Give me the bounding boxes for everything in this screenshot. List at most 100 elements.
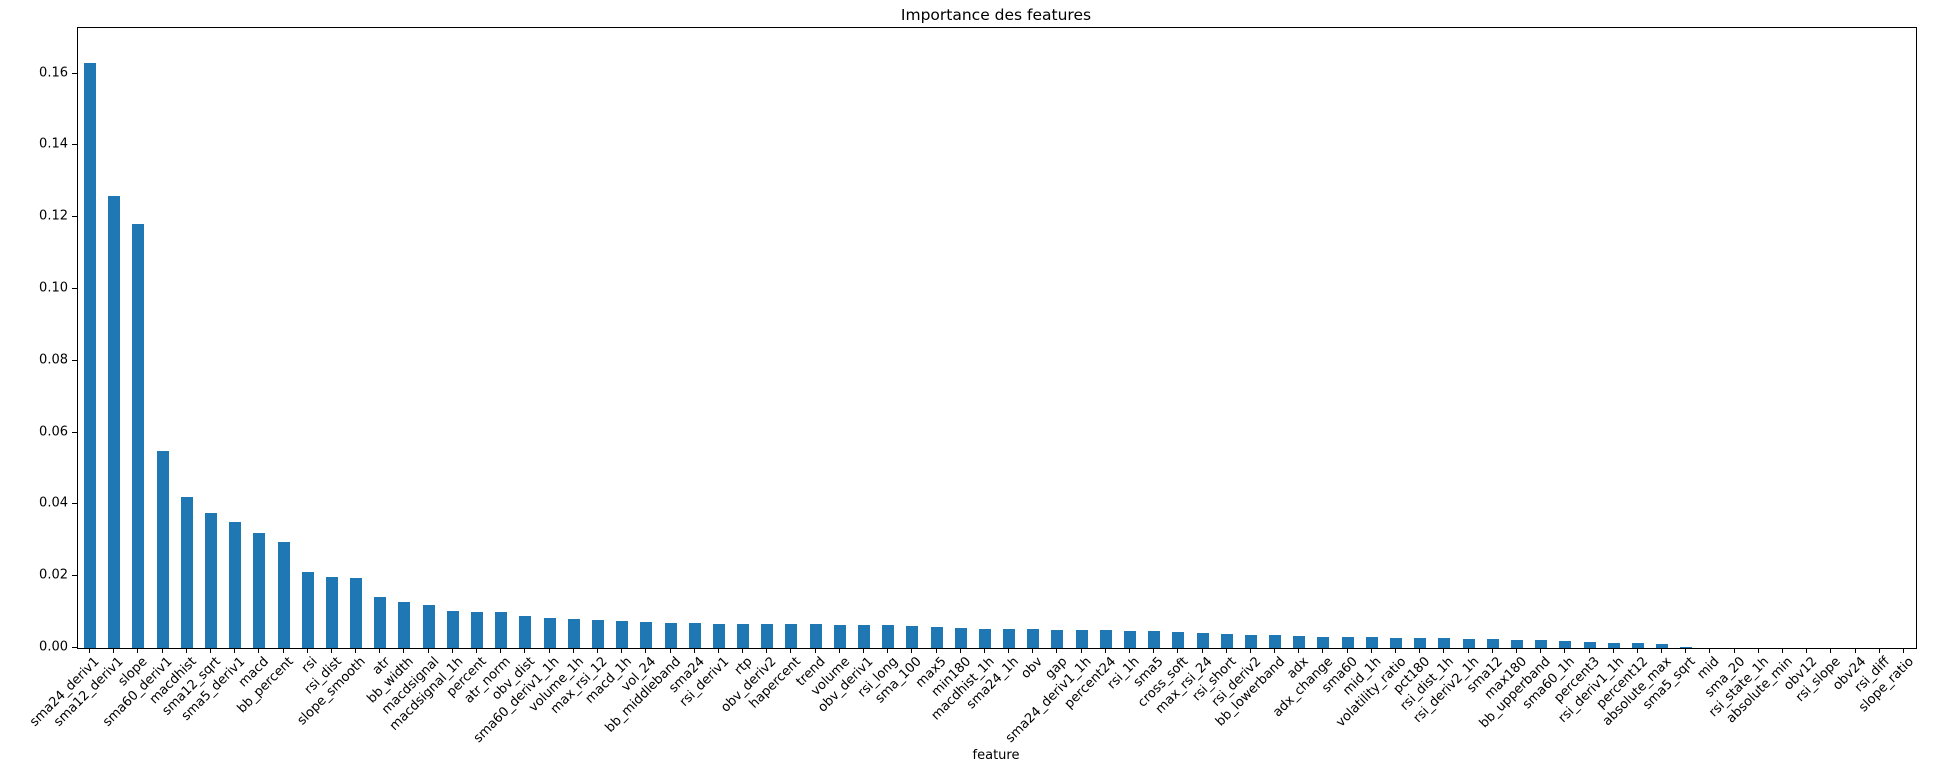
x-tick-mark — [911, 648, 912, 653]
x-tick-mark — [1202, 648, 1203, 653]
y-tick-mark — [72, 216, 77, 217]
bar — [374, 597, 387, 648]
bar — [180, 497, 193, 648]
x-tick-mark — [1032, 648, 1033, 653]
bar — [1051, 630, 1064, 648]
x-tick-mark — [452, 648, 453, 653]
x-tick-mark — [1008, 648, 1009, 653]
y-tick-mark — [72, 288, 77, 289]
x-tick-mark — [742, 648, 743, 653]
y-tick-label: 0.06 — [39, 424, 68, 440]
bar — [205, 513, 217, 648]
bar — [350, 578, 363, 648]
chart-title: Importance des features — [900, 6, 1092, 24]
bar — [1148, 631, 1161, 648]
bar — [1172, 632, 1185, 648]
x-tick-mark — [162, 648, 163, 653]
x-tick-mark — [1903, 648, 1904, 653]
y-tick-label: 0.10 — [39, 280, 68, 296]
x-tick-mark — [815, 648, 816, 653]
x-tick-mark — [573, 648, 574, 653]
x-tick-mark — [1661, 648, 1662, 653]
bar — [1631, 643, 1644, 648]
x-tick-mark — [1395, 648, 1396, 653]
bar — [1390, 638, 1403, 648]
x-tick-mark — [1081, 648, 1082, 653]
x-tick-mark — [1734, 648, 1735, 653]
bar — [1607, 643, 1620, 648]
y-tick-mark — [72, 144, 77, 145]
plot-area — [77, 27, 1917, 649]
y-tick-mark — [72, 503, 77, 504]
y-tick-mark — [72, 360, 77, 361]
x-tick-mark — [1540, 648, 1541, 653]
x-tick-mark — [1879, 648, 1880, 653]
y-tick-mark — [72, 73, 77, 74]
bar — [978, 629, 991, 648]
x-tick-mark — [1758, 648, 1759, 653]
x-tick-mark — [524, 648, 525, 653]
bar — [833, 625, 846, 648]
bar — [519, 616, 532, 648]
x-tick-mark — [428, 648, 429, 653]
bar — [1583, 642, 1596, 648]
bar — [1075, 630, 1088, 648]
bar — [1510, 640, 1523, 648]
y-tick-label: 0.00 — [39, 639, 68, 655]
bar — [1486, 639, 1499, 648]
bar — [277, 542, 290, 648]
x-tick-mark — [234, 648, 235, 653]
x-tick-mark — [1371, 648, 1372, 653]
x-tick-mark — [887, 648, 888, 653]
bar — [1341, 637, 1354, 648]
x-tick-mark — [1177, 648, 1178, 653]
bar — [664, 623, 677, 648]
x-tick-mark — [790, 648, 791, 653]
bar — [906, 626, 919, 648]
bar — [84, 63, 97, 648]
bar — [785, 624, 798, 648]
x-tick-mark — [1613, 648, 1614, 653]
bar — [1414, 638, 1427, 648]
bar — [1099, 630, 1112, 648]
x-tick-mark — [1806, 648, 1807, 653]
bar — [132, 224, 145, 648]
bar — [857, 625, 870, 648]
bar — [1244, 635, 1257, 648]
bar — [688, 623, 701, 648]
bar — [1438, 638, 1451, 648]
x-tick-mark — [1709, 648, 1710, 653]
bar — [1269, 635, 1282, 648]
x-tick-mark — [476, 648, 477, 653]
x-tick-mark — [113, 648, 114, 653]
x-tick-mark — [210, 648, 211, 653]
bar — [301, 572, 314, 648]
x-tick-mark — [839, 648, 840, 653]
x-tick-mark — [283, 648, 284, 653]
x-tick-mark — [379, 648, 380, 653]
x-tick-mark — [1564, 648, 1565, 653]
x-tick-mark — [1830, 648, 1831, 653]
x-tick-mark — [1105, 648, 1106, 653]
bar — [737, 624, 750, 648]
bar — [1317, 637, 1330, 648]
x-tick-mark — [645, 648, 646, 653]
x-tick-mark — [1347, 648, 1348, 653]
x-tick-mark — [1589, 648, 1590, 653]
bar — [1680, 647, 1693, 648]
y-tick-label: 0.12 — [39, 208, 68, 224]
y-tick-label: 0.02 — [39, 567, 68, 583]
x-tick-mark — [670, 648, 671, 653]
x-tick-mark — [549, 648, 550, 653]
bar — [446, 611, 459, 648]
y-tick-mark — [72, 575, 77, 576]
bar — [1293, 636, 1306, 648]
x-tick-mark — [89, 648, 90, 653]
x-tick-mark — [403, 648, 404, 653]
x-tick-mark — [258, 648, 259, 653]
x-tick-mark — [1322, 648, 1323, 653]
x-tick-mark — [766, 648, 767, 653]
x-tick-mark — [1274, 648, 1275, 653]
x-tick-mark — [1782, 648, 1783, 653]
